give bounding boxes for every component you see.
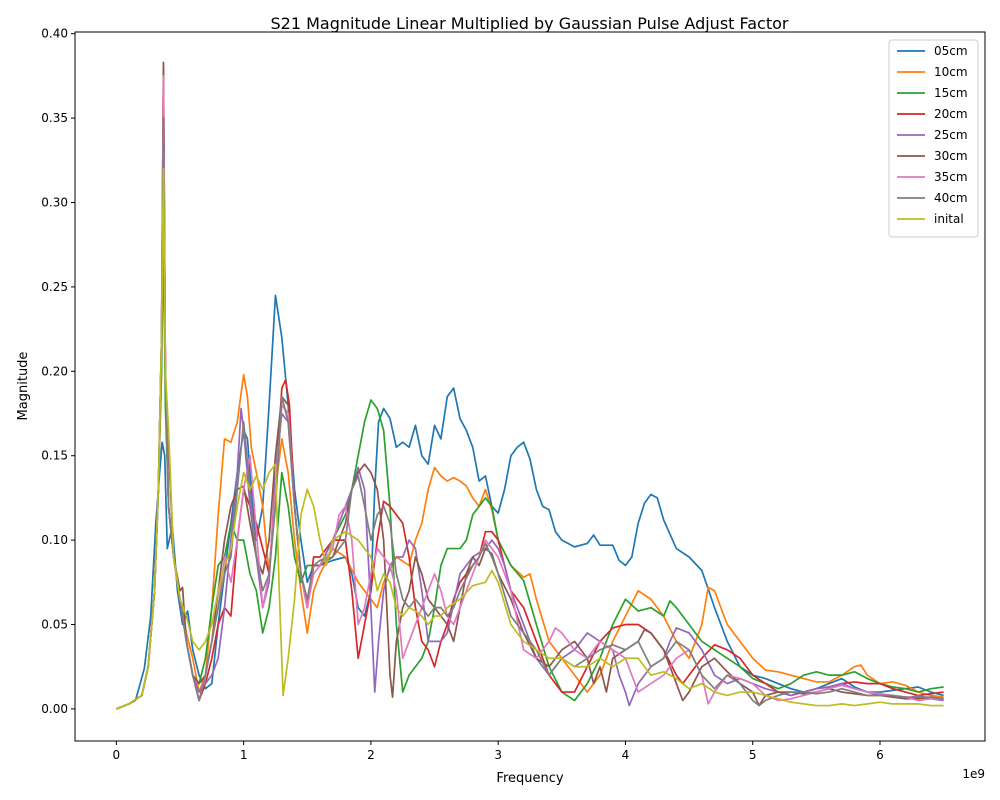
x-tick-label: 1 (240, 748, 248, 762)
y-tick-label: 0.05 (41, 618, 68, 632)
series-line-05cm (116, 294, 944, 710)
plot-frame (74, 31, 986, 742)
y-tick-label: 0.40 (41, 27, 68, 41)
x-tick-label: 6 (876, 748, 884, 762)
legend-entry-label: 30cm (934, 149, 968, 163)
x-axis: 0 1 2 3 4 5 6 (113, 741, 884, 762)
plot-area (75, 32, 985, 741)
y-tick-label: 0.35 (41, 111, 68, 125)
legend-box (888, 39, 979, 238)
y-tick-label: 0.00 (41, 702, 68, 716)
legend-entry-label: 05cm (934, 44, 968, 58)
series-line-40cm (116, 117, 944, 710)
legend-entry-label: 15cm (934, 86, 968, 100)
legend-entry-label: 35cm (934, 170, 968, 184)
legend-entry-label: 25cm (934, 128, 968, 142)
x-axis-offset-label: 1e9 (962, 767, 985, 781)
y-tick-label: 0.10 (41, 533, 68, 547)
series-line-inital (116, 167, 944, 710)
x-tick-label: 0 (113, 748, 121, 762)
legend: 05cm 10cm 15cm 20cm 25cm 30cm 35cm 40cm inital (888, 39, 979, 238)
legend-entry-label: inital (934, 212, 964, 226)
y-tick-label: 0.25 (41, 280, 68, 294)
y-tick-label: 0.30 (41, 195, 68, 209)
series-layer (116, 61, 944, 710)
legend-entry-label: 10cm (934, 65, 968, 79)
x-tick-label: 4 (622, 748, 630, 762)
y-axis: 0.00 0.05 0.10 0.15 0.20 0.25 0.30 0.35 0.40 (41, 27, 75, 716)
x-axis-label: Frequency (496, 771, 563, 786)
y-tick-label: 0.20 (41, 364, 68, 378)
legend-entry-label: 20cm (934, 107, 968, 121)
x-tick-label: 3 (494, 748, 502, 762)
x-tick-label: 2 (367, 748, 375, 762)
x-tick-label: 5 (749, 748, 757, 762)
y-tick-label: 0.15 (41, 449, 68, 463)
y-axis-label: Magnitude (16, 352, 31, 421)
chart-title: S21 Magnitude Linear Multiplied by Gauss… (270, 14, 788, 33)
series-line-20cm (116, 66, 944, 710)
legend-entry-label: 40cm (934, 191, 968, 205)
